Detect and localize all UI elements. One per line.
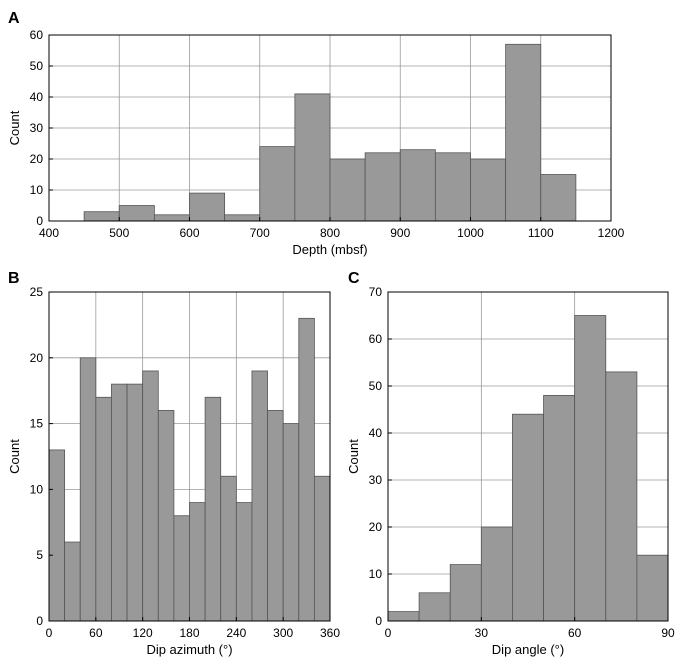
- histogram-bar: [298, 317, 315, 622]
- x-tick-label: 0: [385, 626, 392, 640]
- y-axis-label: Count: [7, 110, 22, 145]
- y-tick-label: 0: [36, 214, 43, 228]
- histogram-bar: [543, 394, 576, 622]
- y-tick-label: 20: [369, 520, 383, 534]
- panel-label: A: [8, 10, 20, 27]
- histogram-bar: [605, 371, 638, 622]
- histogram-bar: [399, 149, 436, 222]
- x-tick-label: 360: [320, 626, 340, 640]
- x-tick-label: 500: [109, 226, 129, 240]
- histogram-bar: [505, 43, 542, 222]
- histogram-bar: [95, 396, 112, 622]
- y-tick-label: 30: [369, 473, 383, 487]
- x-tick-label: 800: [320, 226, 340, 240]
- histogram-bar: [83, 211, 120, 222]
- x-tick-label: 900: [390, 226, 410, 240]
- histogram-bar: [126, 383, 144, 622]
- x-tick-label: 30: [475, 626, 489, 640]
- panel-c: 0 30 60 90 0 10 20 30 40 50 60 70 Dip angle (°) Count…: [346, 270, 675, 657]
- x-tick-label: 90: [661, 626, 675, 640]
- y-tick-label: 10: [30, 183, 44, 197]
- histogram-bar: [235, 502, 253, 622]
- x-axis-label: Dip azimuth (°): [146, 642, 232, 657]
- histogram-bar: [282, 423, 300, 622]
- y-tick-label: 10: [30, 482, 44, 496]
- histogram-bar: [189, 502, 206, 622]
- y-axis-label: Count: [346, 439, 361, 474]
- histogram-bar: [636, 554, 669, 622]
- x-tick-label: 180: [179, 626, 199, 640]
- y-tick-label: 0: [375, 614, 382, 628]
- x-tick-label: 600: [179, 226, 199, 240]
- panel-label: B: [8, 270, 20, 287]
- histogram-bar: [329, 158, 366, 222]
- x-tick-label: 1000: [457, 226, 484, 240]
- histogram-bar: [418, 592, 451, 622]
- x-tick-label: 60: [568, 626, 582, 640]
- histogram-bar: [48, 449, 66, 622]
- panel-label: C: [348, 270, 360, 287]
- x-tick-label: 1200: [598, 226, 625, 240]
- histogram-bar: [157, 410, 175, 622]
- histogram-bar: [142, 370, 159, 622]
- histogram-bar: [204, 396, 222, 622]
- x-tick-label: 0: [46, 626, 53, 640]
- histogram-bar: [173, 515, 190, 622]
- histogram-bar: [574, 315, 607, 622]
- y-tick-label: 30: [30, 121, 44, 135]
- x-tick-label: 1100: [528, 226, 554, 240]
- histogram-bar: [267, 410, 284, 622]
- histogram-bar: [470, 158, 507, 222]
- y-tick-label: 20: [30, 152, 44, 166]
- histogram-bar: [449, 564, 482, 622]
- histogram-bar: [111, 383, 128, 622]
- y-tick-label: 60: [30, 28, 44, 42]
- y-tick-label: 10: [369, 567, 383, 581]
- histogram-bar: [540, 174, 577, 222]
- histogram-bar: [224, 214, 261, 222]
- histogram-bar: [512, 413, 544, 622]
- y-axis-label: Count: [7, 439, 22, 474]
- plot-frame: [387, 291, 669, 622]
- y-tick-label: 50: [369, 379, 383, 393]
- y-tick-label: 20: [30, 351, 44, 365]
- y-tick-label: 50: [30, 59, 44, 73]
- histogram-bar: [259, 146, 296, 222]
- x-tick-label: 300: [273, 626, 293, 640]
- x-axis-label: Dip angle (°): [492, 642, 564, 657]
- histogram-bar: [153, 214, 190, 222]
- x-tick-label: 240: [226, 626, 246, 640]
- y-tick-label: 25: [30, 285, 44, 299]
- histogram-bar: [251, 370, 268, 622]
- histogram-bar: [79, 357, 97, 622]
- histogram-bar: [387, 611, 420, 622]
- histogram-bar: [480, 526, 513, 622]
- x-tick-label: 120: [133, 626, 153, 640]
- histogram-bar: [294, 93, 331, 222]
- histogram-bar: [64, 541, 81, 622]
- x-tick-label: 400: [39, 226, 59, 240]
- panel-b: 0 60 120 180 240 300 360 0 5 10 15 20 25 Dip azimuth …: [7, 270, 340, 657]
- x-axis-label: Depth (mbsf): [292, 242, 367, 257]
- histogram-bar: [118, 205, 155, 222]
- x-tick-label: 700: [250, 226, 270, 240]
- y-tick-label: 40: [369, 426, 383, 440]
- y-tick-label: 70: [369, 285, 383, 299]
- histogram-bar: [434, 152, 471, 222]
- histogram-bar: [189, 192, 226, 222]
- y-tick-label: 5: [36, 548, 43, 562]
- y-tick-label: 40: [30, 90, 44, 104]
- histogram-bar: [313, 475, 331, 622]
- x-tick-label: 60: [89, 626, 103, 640]
- histogram-bar: [364, 152, 401, 222]
- y-tick-label: 15: [30, 417, 44, 431]
- y-tick-label: 60: [369, 332, 383, 346]
- panel-a: 400 500 600 700 800 900 1000 1100 1200 0 10 20 30 40 5…: [7, 10, 625, 257]
- histogram-bar: [220, 475, 237, 622]
- y-tick-label: 0: [36, 614, 43, 628]
